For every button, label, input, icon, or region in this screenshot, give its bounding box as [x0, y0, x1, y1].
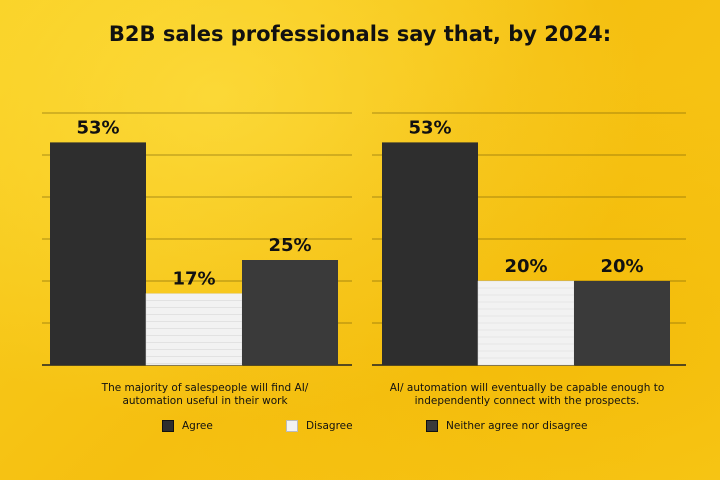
legend-swatch-agree: [162, 420, 174, 432]
data-label-disagree-1: 17%: [172, 269, 215, 290]
chart-title: B2B sales professionals say that, by 202…: [108, 22, 612, 46]
category-label-1: The majority of salespeople will find AI…: [60, 382, 350, 408]
data-labels: 53% 17% 25% 53% 20% 20%: [76, 117, 643, 289]
legend-item-disagree: Disagree: [286, 419, 353, 433]
data-label-agree-1: 53%: [76, 117, 119, 138]
legend-label-agree: Agree: [182, 420, 213, 432]
legend-item-neither: Neither agree nor disagree: [426, 419, 587, 433]
legend-swatch-neither: [426, 420, 438, 432]
data-label-neither-agree-nor-disagree-1: 25%: [268, 235, 311, 256]
legend-label-neither: Neither agree nor disagree: [446, 420, 588, 432]
data-label-neither-agree-nor-disagree-2: 20%: [600, 256, 643, 277]
bar-disagree-1: [145, 293, 243, 366]
bars: [50, 142, 670, 366]
category-label-1-line1: The majority of salespeople will find AI…: [101, 382, 309, 394]
category-label-1-line2: automation useful in their work: [122, 395, 288, 407]
category-label-2-line1: AI/ automation will eventually be capabl…: [389, 382, 665, 394]
legend-swatch-disagree: [286, 420, 298, 432]
data-label-disagree-2: 20%: [504, 256, 547, 277]
category-label-2: AI/ automation will eventually be capabl…: [372, 382, 682, 408]
bar-agree-1: [50, 142, 146, 365]
bar-neither-agree-nor-disagree-2: [574, 281, 670, 365]
category-label-2-line2: independently connect with the prospects…: [414, 395, 640, 407]
legend-label-disagree: Disagree: [306, 420, 353, 432]
bar-agree-2: [382, 142, 478, 365]
data-label-agree-2: 53%: [408, 117, 451, 138]
legend-item-agree: Agree: [162, 419, 213, 433]
bar-neither-agree-nor-disagree-1: [242, 260, 338, 365]
